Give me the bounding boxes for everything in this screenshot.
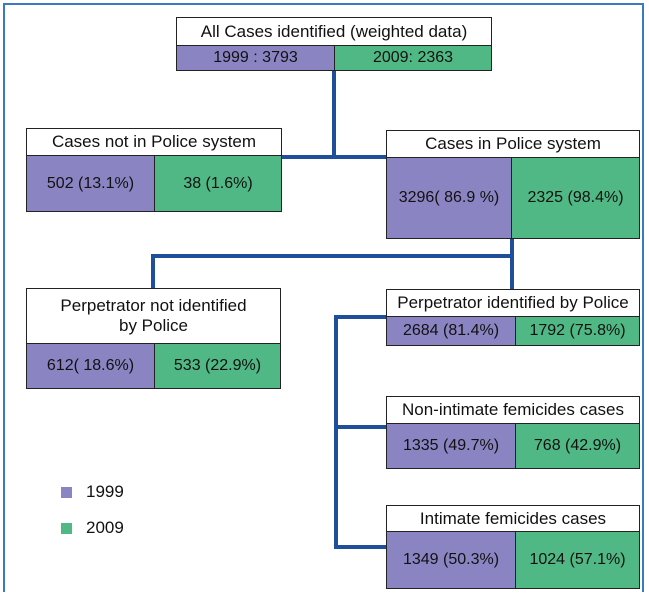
perp-not-identified-2009-value: 533 (22.9%) <box>154 343 281 389</box>
in-police-1999-value: 3296( 86.9 %) <box>386 157 512 239</box>
non-intimate-1999-value: 1335 (49.7%) <box>386 423 516 469</box>
legend-item-1999: 1999 <box>61 482 124 502</box>
perp-identified-2009-value: 1792 (75.8%) <box>515 316 640 346</box>
in-police-2009-value: 2325 (98.4%) <box>511 157 640 239</box>
intimate-2009-value: 1024 (57.1%) <box>515 531 640 589</box>
non-intimate-2009-value: 768 (42.9%) <box>515 423 640 469</box>
legend-item-2009: 2009 <box>61 518 124 538</box>
intimate-1999-value: 1349 (50.3%) <box>386 531 516 589</box>
not-in-police-title: Cases not in Police system <box>26 128 282 156</box>
legend-label-1999: 1999 <box>86 482 124 501</box>
legend-swatch-1999 <box>61 486 72 498</box>
diagram-frame <box>3 3 644 592</box>
perp-not-identified-1999-value: 612( 18.6%) <box>26 343 155 389</box>
not-in-police-2009-value: 38 (1.6%) <box>154 155 282 212</box>
perp-not-identified-title: Perpetrator not identified by Police <box>26 288 281 344</box>
legend-label-2009: 2009 <box>86 518 124 537</box>
in-police-title: Cases in Police system <box>386 130 640 158</box>
all-cases-2009-value: 2009: 2363 <box>334 45 492 71</box>
not-in-police-1999-value: 502 (13.1%) <box>26 155 155 212</box>
intimate-title: Intimate femicides cases <box>386 505 640 532</box>
perp-identified-title: Perpetrator identified by Police <box>386 289 640 317</box>
all-cases-1999-value: 1999 : 3793 <box>176 45 335 71</box>
perp-identified-1999-value: 2684 (81.4%) <box>386 316 516 346</box>
legend-swatch-2009 <box>61 522 72 534</box>
all-cases-title: All Cases identified (weighted data) <box>176 17 492 46</box>
non-intimate-title: Non-intimate femicides cases <box>386 396 640 424</box>
